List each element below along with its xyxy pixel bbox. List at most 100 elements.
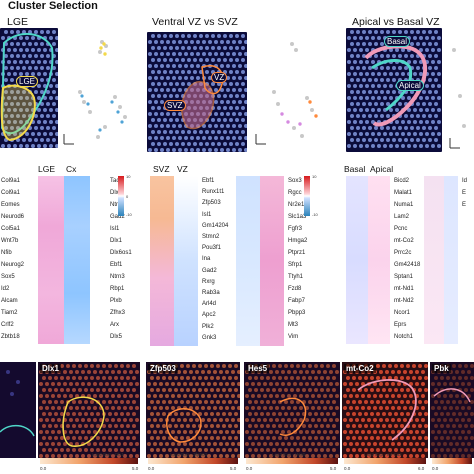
pill-lge: LGE bbox=[16, 76, 39, 87]
gene-label: Plxb bbox=[110, 298, 122, 304]
gene-label: Bicd2 bbox=[394, 178, 410, 184]
gene-label: Sfrp1 bbox=[288, 262, 303, 268]
gene-label: Rab3a bbox=[202, 290, 220, 296]
colorbar-2 bbox=[304, 176, 310, 216]
pill-apical: Apical bbox=[396, 80, 424, 91]
cb-zfp503 bbox=[148, 458, 238, 464]
gene-label: Stmn2 bbox=[202, 234, 220, 240]
gene-label: Isl1 bbox=[110, 226, 120, 232]
gene-label: mt-Nd1 bbox=[394, 286, 414, 292]
gene-label: Col5a1 bbox=[1, 226, 21, 232]
tissue-ap bbox=[346, 28, 442, 152]
cb-hes5 bbox=[246, 458, 338, 464]
heat-vz-4 bbox=[260, 176, 284, 346]
cb-hes5-label: Log2 Exp - Hes5 bbox=[272, 452, 306, 457]
hdr-apical: Apical bbox=[370, 164, 394, 174]
gene-title-mtco2: mt-Co2 bbox=[344, 364, 376, 373]
gene-title-pbk: Pbk bbox=[432, 364, 451, 373]
cb-dlx1-max: 5.0 bbox=[132, 466, 139, 471]
gene-label: Pou3f1 bbox=[202, 245, 222, 252]
gene-label: E bbox=[462, 202, 467, 208]
gene-label: Notch1 bbox=[394, 334, 414, 340]
gene-label: Ebf1 bbox=[110, 262, 123, 268]
gene-label: Col9a1 bbox=[1, 178, 21, 184]
cb-dlx1 bbox=[40, 458, 138, 464]
panel-heading-vz: Ventral VZ vs SVZ bbox=[152, 16, 238, 28]
gene-title-zfp503: Zfp503 bbox=[148, 364, 178, 373]
heat-lge-blue bbox=[64, 176, 90, 344]
gene-label: Neurog2 bbox=[1, 262, 25, 268]
heat-vz-3 bbox=[236, 176, 260, 346]
gene-label: Arx bbox=[110, 322, 119, 328]
heat-ap-3 bbox=[424, 176, 444, 344]
cb-mtco2-max: 6.0 bbox=[418, 466, 425, 471]
cb-zfp503-min: 0.0 bbox=[148, 466, 155, 471]
gene-label: Apc2 bbox=[202, 312, 216, 319]
heat-ap-left bbox=[346, 176, 368, 344]
gene-label: Pcnc bbox=[394, 226, 408, 232]
pill-vz: VZ bbox=[211, 72, 228, 83]
cb-pbk-min: 0.0 bbox=[432, 466, 439, 471]
gene-label: Gnk3 bbox=[202, 334, 217, 341]
hdr-basal: Basal bbox=[344, 164, 366, 174]
cb-hes5-min: 0.0 bbox=[246, 466, 253, 471]
cb2-max: 10 bbox=[312, 174, 317, 179]
gene-label: Id2 bbox=[1, 286, 10, 292]
gene-label: Prrc2c bbox=[394, 250, 412, 256]
gene-label: Vim bbox=[288, 334, 299, 340]
gene-label: Lam2 bbox=[394, 214, 410, 220]
gene-label: Nfib bbox=[1, 250, 12, 256]
cb1-max: 10 bbox=[126, 174, 131, 179]
cb-zfp503-label: Log2 Exp - Zfp503 bbox=[170, 452, 208, 457]
gene-label: E bbox=[462, 190, 467, 196]
cb-mtco2-min: 0.0 bbox=[344, 466, 351, 471]
umap-plot-icon-3 bbox=[446, 36, 474, 154]
cb-dlx1-min: 0.0 bbox=[40, 466, 47, 471]
gene-label: Sox5 bbox=[1, 274, 15, 280]
figure-title: Cluster Selection bbox=[8, 0, 98, 12]
gene-label: Gad2 bbox=[110, 214, 125, 220]
heat-lge-pink bbox=[38, 176, 64, 344]
gene-label: Sox3 bbox=[288, 178, 302, 184]
cb1-min: -10 bbox=[126, 212, 132, 217]
pill-basal: Basal bbox=[384, 36, 411, 47]
gene-title-hes5: Hes5 bbox=[246, 364, 270, 373]
tissue-lge bbox=[0, 28, 58, 148]
umap-plot-icon-2 bbox=[252, 32, 338, 150]
heat-ap-4 bbox=[444, 176, 458, 344]
tissue-vz bbox=[147, 32, 247, 152]
gene-label: Ptprz1 bbox=[288, 250, 306, 256]
gene-label: Gm42418 bbox=[394, 262, 421, 268]
gene-label: Plk2 bbox=[202, 323, 214, 330]
gene-panel-hes5-img bbox=[244, 362, 340, 458]
gene-panel-partial bbox=[0, 362, 36, 458]
hdr-lge: LGE bbox=[38, 164, 56, 174]
cb-dlx1-label: Log2 Exp - Dlx1 bbox=[92, 452, 125, 457]
gene-label: Wnt7b bbox=[1, 238, 19, 244]
gene-label: Malat1 bbox=[394, 190, 413, 196]
gene-label: Dlx6os1 bbox=[110, 250, 132, 256]
gene-panel-pbk-img bbox=[430, 362, 474, 458]
gene-title-dlx1: Dlx1 bbox=[40, 364, 61, 373]
gene-label: Ntn1 bbox=[110, 202, 123, 208]
gene-label: Mt3 bbox=[288, 322, 299, 328]
gene-label: Rbp1 bbox=[110, 286, 125, 292]
gene-label: Eprs bbox=[394, 322, 407, 328]
gene-label: Dlx1 bbox=[110, 238, 123, 244]
gene-label: Zfp503 bbox=[202, 200, 221, 207]
panel-heading-ap: Apical vs Basal VZ bbox=[352, 16, 440, 28]
gene-label: Zbtb18 bbox=[1, 334, 20, 340]
panel-heading-lge: LGE bbox=[7, 16, 29, 28]
gene-panel-zfp503-img bbox=[146, 362, 240, 458]
gene-label: Runx1t1 bbox=[202, 189, 225, 196]
hdr-svz: SVZ bbox=[153, 164, 170, 174]
gene-label: Ntrn3 bbox=[110, 274, 125, 280]
gene-panel-mtco2-img bbox=[342, 362, 428, 458]
cb-hes5-max: 5.0 bbox=[330, 466, 337, 471]
cb1-mid: 0 bbox=[126, 194, 129, 199]
gene-label: Rxrg bbox=[202, 278, 215, 285]
gene-label: Crlf2 bbox=[1, 322, 14, 328]
gene-label: Eomes bbox=[1, 202, 20, 208]
gene-label: Fabp7 bbox=[288, 298, 306, 304]
